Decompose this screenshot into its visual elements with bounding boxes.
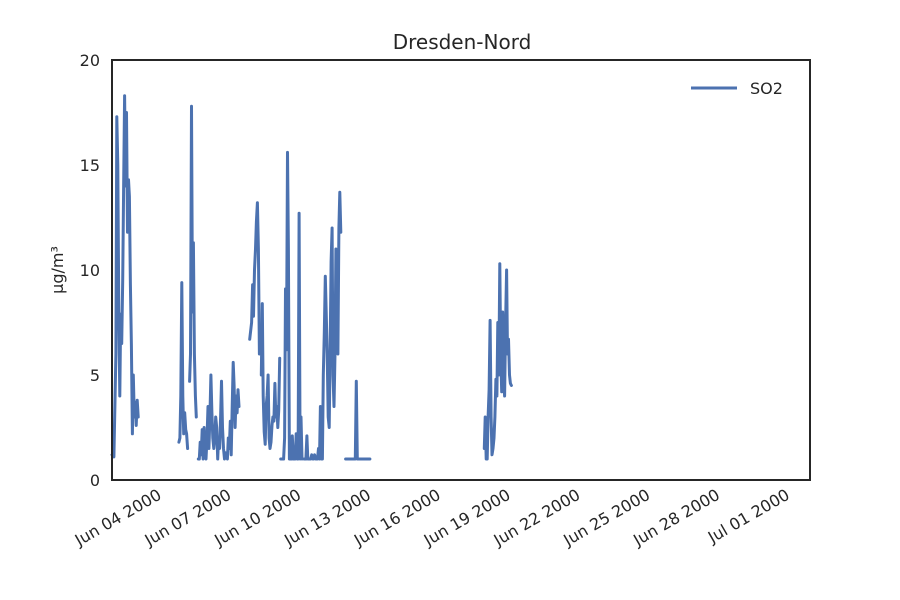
series-line-segment bbox=[279, 150, 304, 461]
series-line-segment bbox=[196, 360, 241, 461]
plot-frame bbox=[111, 59, 811, 481]
y-tick-label: 5 bbox=[90, 366, 100, 385]
series-layer bbox=[110, 94, 513, 461]
series-line-segment bbox=[188, 104, 198, 419]
y-tick-labels: 0 5 10 15 20 bbox=[80, 51, 100, 490]
series-line-segment bbox=[482, 262, 513, 461]
y-tick-label: 15 bbox=[80, 156, 100, 175]
series-line-segment bbox=[248, 201, 261, 356]
series-line-segment bbox=[259, 302, 282, 450]
series-line-segment bbox=[177, 281, 190, 450]
y-tick-label: 20 bbox=[80, 51, 100, 70]
legend: SO2 bbox=[691, 79, 783, 98]
chart-title: Dresden-Nord bbox=[393, 30, 532, 54]
series-line-segment bbox=[302, 190, 343, 461]
series-line-segment bbox=[344, 379, 372, 461]
y-tick-label: 0 bbox=[90, 471, 100, 490]
series-line-segment bbox=[110, 94, 140, 459]
legend-label: SO2 bbox=[750, 79, 783, 98]
y-tick-label: 10 bbox=[80, 261, 100, 280]
y-axis-label: µg/m³ bbox=[48, 246, 67, 294]
